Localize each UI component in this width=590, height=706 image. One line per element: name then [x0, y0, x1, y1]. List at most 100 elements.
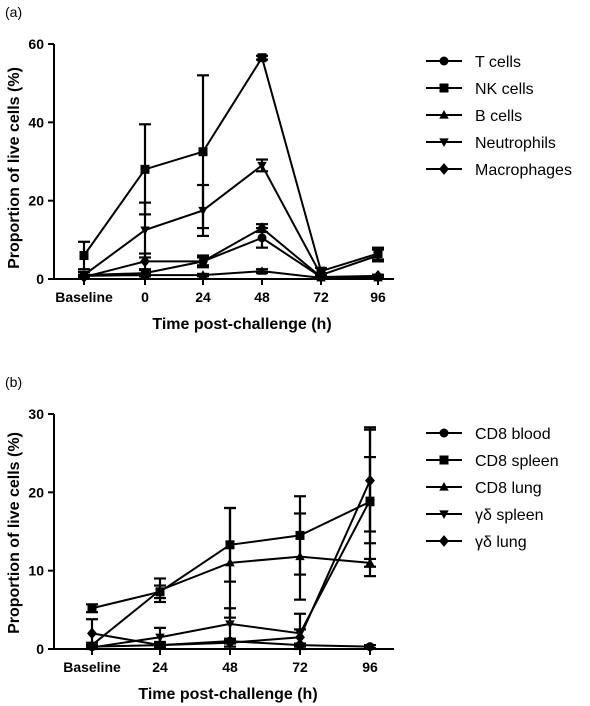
series-nk-cells	[78, 53, 384, 276]
diamond-marker	[257, 222, 267, 234]
triangle-up-marker	[140, 270, 150, 279]
legend-label: T cells	[475, 54, 521, 71]
legend-label: NK cells	[475, 81, 534, 98]
panel-a-x-axis-title: Time post-challenge (h)	[152, 316, 331, 333]
diamond-marker	[155, 639, 165, 651]
legend-entry: γδ spleen	[426, 507, 544, 524]
series-line	[83, 55, 379, 273]
legend-entry: Macrophages	[426, 162, 572, 179]
legend-label: CD8 lung	[475, 480, 542, 497]
triangle-down-marker	[140, 226, 150, 235]
legend-triangle-up-icon	[439, 482, 449, 491]
square-marker	[79, 251, 89, 260]
y-tick-label: 0	[36, 641, 44, 657]
legend-diamond-icon	[439, 535, 449, 547]
legend-entry: NK cells	[426, 81, 534, 98]
legend-triangle-up-icon	[439, 110, 449, 119]
triangle-down-marker	[257, 161, 267, 171]
legend-entry: γδ lung	[426, 534, 527, 551]
legend-label: γδ spleen	[475, 507, 544, 524]
diamond-marker	[295, 631, 305, 644]
series-line	[83, 163, 379, 277]
legend-square-icon	[439, 83, 449, 93]
series-γδ-lung	[86, 428, 376, 651]
legend-entry: CD8 blood	[426, 426, 551, 443]
legend-triangle-down-icon	[439, 510, 449, 519]
legend-label: CD8 blood	[475, 426, 551, 443]
panel-a-y-axis-title: Proportion of live cells (%)	[6, 67, 23, 269]
legend-entry: CD8 spleen	[426, 453, 559, 470]
panel-b-label: (b)	[5, 374, 22, 390]
x-tick-label: Baseline	[63, 659, 121, 675]
x-tick-label: 24	[195, 289, 211, 305]
triangle-down-marker	[198, 206, 208, 216]
diamond-marker	[365, 474, 375, 487]
legend-circle-icon	[439, 56, 449, 66]
legend-entry: CD8 lung	[426, 480, 542, 497]
square-marker	[198, 147, 208, 157]
diamond-marker	[225, 636, 235, 649]
triangle-up-marker	[365, 557, 375, 567]
panel-b: (b) Proportion of live cells (%) Time po…	[5, 374, 559, 703]
triangle-up-marker	[225, 557, 235, 567]
series-line	[83, 226, 379, 279]
circle-marker	[365, 642, 375, 652]
diamond-marker	[316, 271, 326, 283]
circle-marker	[257, 233, 267, 243]
x-tick-label: Baseline	[55, 289, 113, 305]
x-tick-label: 48	[254, 289, 270, 305]
y-tick-label: 20	[28, 193, 44, 209]
panel-a-label: (a)	[5, 4, 22, 20]
legend-entry: B cells	[426, 108, 522, 125]
legend-entry: T cells	[426, 54, 521, 71]
y-tick-label: 10	[28, 563, 44, 579]
panel-a-legend: T cells NK cells B cells Neutrophils Macroph…	[426, 54, 572, 179]
legend-label: B cells	[475, 108, 522, 125]
y-tick-label: 40	[28, 114, 44, 130]
triangle-down-marker	[225, 620, 235, 629]
panel-b-x-axis-title: Time post-challenge (h)	[138, 686, 317, 703]
panel-a-axes: 0 20 40 60 Baseline 0 24 48 72 96	[28, 36, 394, 305]
legend-circle-icon	[439, 428, 449, 438]
panel-b-plot	[86, 426, 376, 653]
panel-a-plot	[78, 53, 384, 283]
triangle-up-marker	[198, 270, 208, 279]
legend-label: Neutrophils	[475, 135, 556, 152]
y-tick-label: 20	[28, 484, 44, 500]
panel-a: (a) Proportion of live cells (%) Time po…	[5, 4, 572, 333]
x-tick-label: 72	[292, 659, 308, 675]
square-marker	[257, 53, 267, 63]
legend-diamond-icon	[439, 163, 449, 175]
x-tick-label: 96	[362, 659, 378, 675]
x-tick-label: 24	[152, 659, 168, 675]
x-tick-label: 0	[141, 289, 149, 305]
triangle-up-marker	[257, 266, 267, 275]
triangle-down-marker	[373, 251, 383, 261]
series-neutrophils	[78, 158, 384, 281]
legend-entry: Neutrophils	[426, 135, 556, 152]
panel-b-axes: 0 10 20 30 Baseline 24 48 72 96	[28, 406, 394, 675]
y-tick-label: 60	[28, 36, 44, 52]
triangle-up-marker	[295, 551, 305, 561]
diamond-marker	[87, 627, 97, 640]
legend-triangle-down-icon	[439, 138, 449, 147]
legend-label: Macrophages	[475, 162, 572, 179]
diamond-marker	[198, 255, 208, 268]
legend-label: γδ lung	[475, 534, 527, 551]
square-marker	[140, 164, 150, 174]
diamond-marker	[79, 271, 89, 283]
diamond-marker	[140, 255, 150, 268]
x-tick-label: 96	[370, 289, 386, 305]
legend-square-icon	[439, 455, 449, 465]
y-tick-label: 30	[28, 406, 44, 422]
y-tick-label: 0	[36, 271, 44, 287]
x-tick-label: 48	[222, 659, 238, 675]
diamond-marker	[373, 270, 383, 282]
x-tick-label: 72	[313, 289, 329, 305]
panel-b-legend: CD8 blood CD8 spleen CD8 lung γδ spleen γδ l…	[426, 426, 559, 551]
panel-b-y-axis-title: Proportion of live cells (%)	[6, 432, 23, 634]
series-macrophages	[78, 222, 384, 283]
legend-label: CD8 spleen	[475, 453, 559, 470]
triangle-up-marker	[155, 585, 165, 594]
